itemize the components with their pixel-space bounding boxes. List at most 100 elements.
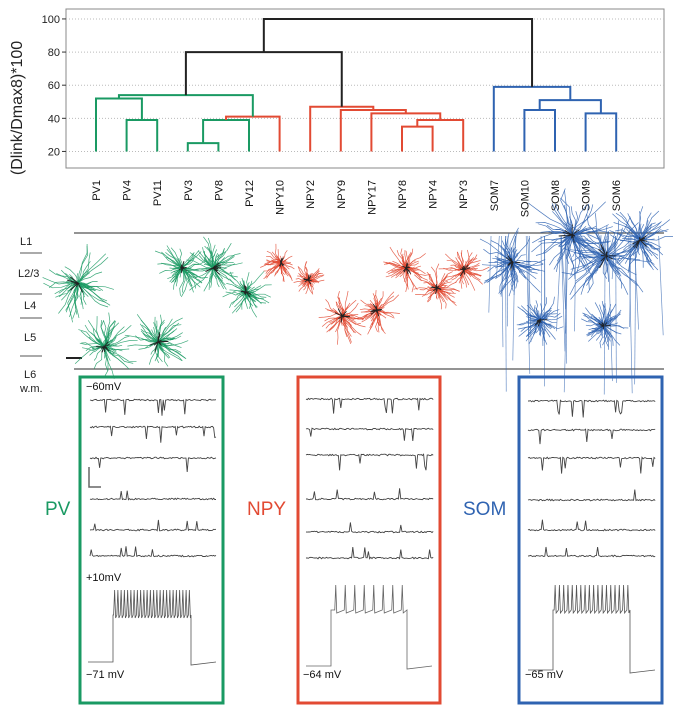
dendrogram-link bbox=[262, 17, 534, 87]
axon-fiber bbox=[633, 235, 639, 330]
neuron-cell bbox=[516, 296, 564, 346]
y-tick-label: 80 bbox=[48, 47, 60, 59]
leaf-label: PV8 bbox=[213, 180, 225, 201]
leaf-label: NPY2 bbox=[305, 180, 317, 209]
dendrogram-link bbox=[584, 112, 618, 152]
dendrogram-link bbox=[401, 125, 434, 152]
pv-scale-bracket bbox=[88, 467, 101, 488]
axon-fiber bbox=[505, 235, 507, 392]
layer-label-l23: L2/3 bbox=[18, 268, 39, 280]
dendrogram-link bbox=[202, 118, 250, 152]
dendrogram-gridlines bbox=[66, 18, 664, 152]
cortical-layers-panel: L1 L2/3 L4 L5 L6 w.m. bbox=[18, 188, 673, 395]
neuron-cell bbox=[222, 270, 272, 318]
firing-trace bbox=[528, 584, 656, 674]
axon-fiber bbox=[511, 235, 517, 289]
leaf-label: SOM7 bbox=[489, 180, 501, 211]
membrane-trace bbox=[89, 519, 217, 532]
membrane-trace bbox=[305, 397, 434, 414]
neuron-cell bbox=[609, 206, 673, 273]
axon-fiber bbox=[574, 235, 577, 332]
axon-fiber bbox=[560, 235, 566, 352]
leaf-label: PV3 bbox=[183, 180, 195, 201]
axon-fiber bbox=[615, 235, 617, 383]
som-panel-label: SOM bbox=[463, 499, 506, 520]
leaf-label: NPY10 bbox=[275, 180, 287, 215]
membrane-trace bbox=[306, 488, 434, 501]
npy-bottom-voltage: −64 mV bbox=[303, 669, 342, 681]
dendrogram-link bbox=[538, 99, 602, 114]
axon-fiber bbox=[488, 235, 492, 313]
leaf-label: NPY3 bbox=[458, 180, 470, 209]
axon-fiber bbox=[501, 235, 504, 348]
axon-fiber bbox=[611, 235, 616, 280]
axon-fiber bbox=[658, 235, 664, 336]
membrane-trace bbox=[305, 427, 434, 441]
neuron-cell bbox=[413, 263, 461, 310]
dendrogram-y-ticks: 20 40 60 80 100 bbox=[42, 14, 66, 158]
neuron-cell bbox=[383, 246, 431, 293]
axon-fiber bbox=[603, 235, 606, 395]
neuron-cell bbox=[318, 290, 366, 345]
membrane-trace bbox=[305, 522, 434, 534]
layer-ticks bbox=[20, 252, 42, 357]
membrane-trace bbox=[527, 428, 656, 445]
pv-traces bbox=[88, 398, 217, 666]
neuron-cell bbox=[581, 300, 629, 350]
axon-fiber bbox=[540, 235, 543, 319]
neuron-cell bbox=[353, 290, 400, 335]
leaf-label: PV11 bbox=[152, 180, 164, 206]
leaf-label: PV4 bbox=[122, 180, 134, 201]
som-panel-frame bbox=[517, 375, 664, 705]
pv-panel-label: PV bbox=[45, 499, 71, 520]
npy-traces bbox=[305, 397, 434, 670]
pv-top-voltage: −60mV bbox=[86, 381, 122, 393]
ephys-panel-npy: NPY −64 mV bbox=[247, 375, 442, 705]
dendrogram-panel: 20 40 60 80 100 (Dlink/Dmax8)*100 PV1 PV4 PV11… bbox=[9, 8, 665, 217]
axon-fiber bbox=[527, 235, 532, 342]
membrane-trace bbox=[305, 547, 434, 560]
neuron-cell bbox=[74, 312, 138, 379]
membrane-trace bbox=[89, 398, 217, 416]
dendrogram-leaf-labels: PV1 PV4 PV11 PV3 PV8 PV12 NPY10 NPY2 NPY9 NPY17 NP… bbox=[91, 180, 623, 217]
membrane-trace bbox=[528, 399, 656, 418]
layer-label-l5: L5 bbox=[24, 332, 36, 344]
npy-panel-label: NPY bbox=[247, 499, 286, 520]
membrane-trace bbox=[89, 425, 217, 443]
dendrogram-tree bbox=[95, 17, 618, 152]
dendrogram-link bbox=[125, 118, 159, 152]
layer-label-wm: w.m. bbox=[19, 383, 43, 395]
leaf-label: NPY9 bbox=[336, 180, 348, 209]
axon-fiber bbox=[560, 235, 566, 310]
membrane-trace bbox=[527, 489, 656, 502]
leaf-label: SOM10 bbox=[519, 180, 531, 217]
membrane-trace bbox=[527, 456, 656, 474]
axon-fiber bbox=[525, 235, 531, 374]
axon-fiber bbox=[496, 235, 500, 279]
leaf-label: SOM8 bbox=[550, 180, 562, 211]
layer-label-l4: L4 bbox=[24, 300, 36, 312]
membrane-trace bbox=[527, 546, 656, 558]
leaf-label: SOM9 bbox=[581, 180, 593, 211]
y-tick-label: 40 bbox=[48, 113, 60, 125]
dendrogram-link bbox=[492, 85, 572, 152]
neuron-cell bbox=[293, 260, 325, 295]
membrane-trace bbox=[89, 456, 217, 473]
leaf-label: PV12 bbox=[244, 180, 256, 207]
layer-label-l6: L6 bbox=[24, 369, 36, 381]
membrane-trace bbox=[305, 453, 434, 471]
membrane-trace bbox=[89, 490, 216, 501]
neuron-cell bbox=[183, 236, 243, 292]
layer-label-l1: L1 bbox=[20, 236, 32, 248]
dendrogram-y-axis-label: (Dlink/Dmax8)*100 bbox=[9, 41, 26, 175]
leaf-label: NPY8 bbox=[397, 180, 409, 209]
neuron-cell bbox=[42, 243, 115, 323]
ephys-panel-pv: PV −60mV +10mV −71 mV bbox=[45, 375, 225, 705]
axon-fiber bbox=[629, 235, 632, 328]
axon-fiber bbox=[628, 235, 633, 394]
membrane-trace bbox=[527, 519, 656, 532]
y-tick-label: 20 bbox=[48, 146, 60, 158]
pv-panel-frame bbox=[78, 375, 225, 705]
dendrogram-frame bbox=[65, 8, 665, 169]
